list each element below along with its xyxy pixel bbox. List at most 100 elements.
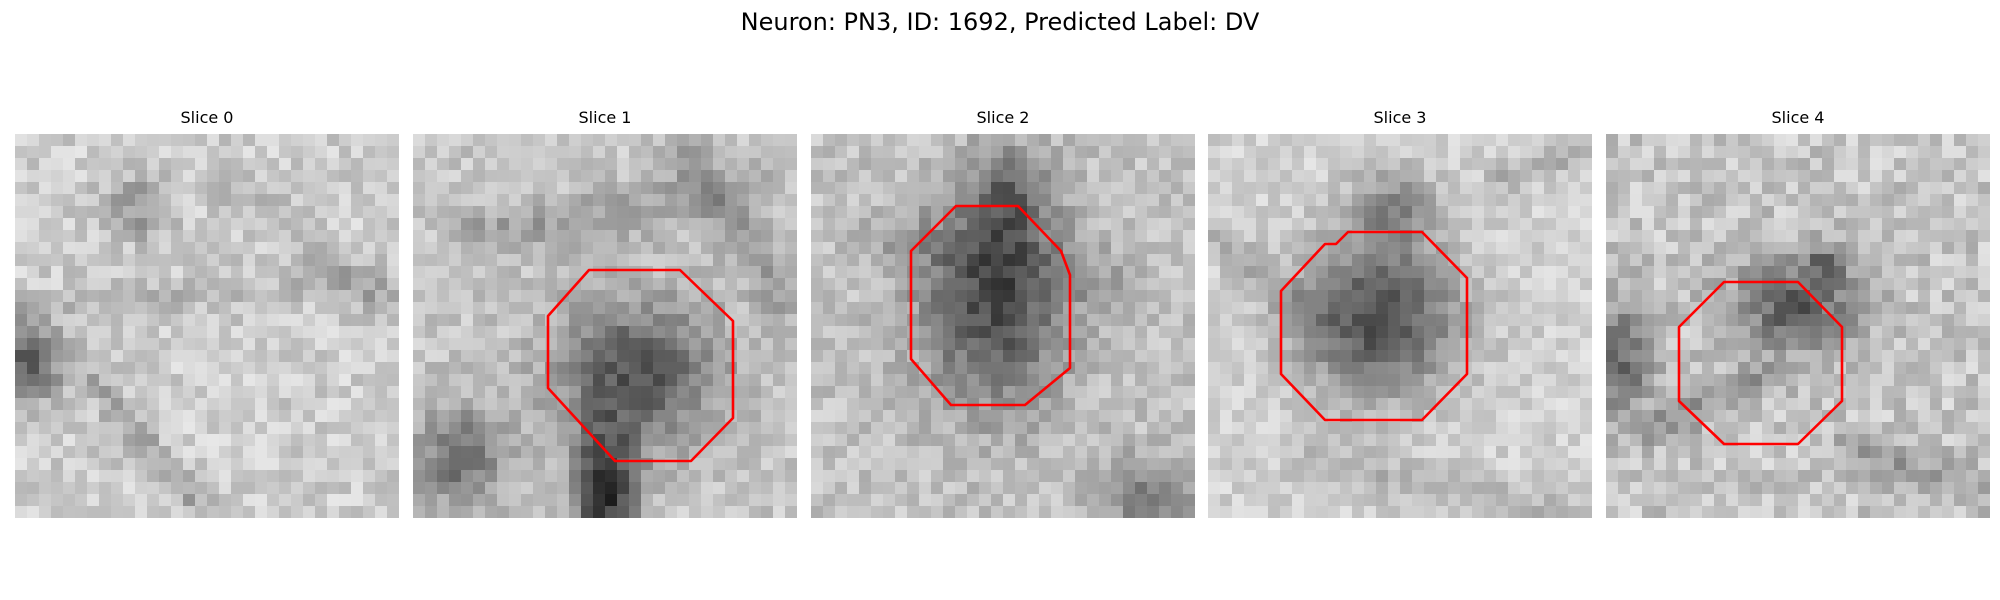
image-pixel [1858,326,1870,338]
image-pixel [1256,482,1268,494]
image-pixel [1051,398,1063,410]
image-pixel [557,338,569,350]
image-pixel [147,362,159,374]
image-pixel [509,350,521,362]
image-pixel [39,350,51,362]
image-pixel [1630,170,1642,182]
image-pixel [219,146,231,158]
image-pixel [617,206,629,218]
image-pixel [1448,350,1460,362]
image-pixel [219,230,231,242]
image-pixel [569,398,581,410]
image-pixel [425,182,437,194]
image-pixel [1424,134,1436,146]
image-pixel [473,206,485,218]
image-pixel [1630,182,1642,194]
image-pixel [1894,230,1906,242]
image-pixel [677,398,689,410]
image-pixel [303,230,315,242]
image-pixel [1544,434,1556,446]
image-pixel [1111,314,1123,326]
image-pixel [581,338,593,350]
image-pixel [99,410,111,422]
image-pixel [1858,350,1870,362]
image-pixel [1123,374,1135,386]
image-pixel [1822,254,1834,266]
image-pixel [919,326,931,338]
image-pixel [207,506,219,518]
image-pixel [653,434,665,446]
image-pixel [1918,302,1930,314]
image-pixel [1328,182,1340,194]
image-pixel [1606,278,1618,290]
image-pixel [569,242,581,254]
image-pixel [135,230,147,242]
image-pixel [1111,398,1123,410]
image-pixel [1930,278,1942,290]
image-pixel [737,446,749,458]
image-pixel [859,374,871,386]
image-pixel [111,422,123,434]
image-pixel [967,146,979,158]
image-pixel [1714,338,1726,350]
image-pixel [1532,170,1544,182]
image-pixel [63,314,75,326]
image-pixel [713,182,725,194]
image-pixel [473,506,485,518]
image-pixel [955,506,967,518]
image-pixel [1123,194,1135,206]
image-pixel [895,302,907,314]
image-pixel [461,374,473,386]
image-pixel [1376,146,1388,158]
image-pixel [351,278,363,290]
image-pixel [835,158,847,170]
image-pixel [315,290,327,302]
image-pixel [1714,314,1726,326]
image-pixel [339,326,351,338]
image-pixel [617,386,629,398]
image-pixel [979,290,991,302]
image-pixel [569,482,581,494]
image-pixel [1208,350,1220,362]
image-pixel [1147,170,1159,182]
image-pixel [1544,206,1556,218]
image-pixel [1496,314,1508,326]
image-pixel [1063,434,1075,446]
image-pixel [1606,398,1618,410]
image-pixel [521,350,533,362]
image-pixel [1051,386,1063,398]
image-pixel [1726,230,1738,242]
image-pixel [1666,158,1678,170]
image-pixel [919,314,931,326]
image-pixel [1618,422,1630,434]
image-pixel [1930,362,1942,374]
image-pixel [629,338,641,350]
image-pixel [1099,290,1111,302]
image-pixel [967,302,979,314]
image-pixel [123,446,135,458]
image-pixel [425,446,437,458]
image-pixel [1810,254,1822,266]
image-pixel [1039,470,1051,482]
image-pixel [413,506,425,518]
image-pixel [749,422,761,434]
image-pixel [1183,158,1195,170]
image-pixel [1798,158,1810,170]
image-pixel [1496,170,1508,182]
image-pixel [351,470,363,482]
image-pixel [1556,326,1568,338]
image-pixel [605,170,617,182]
image-pixel [617,362,629,374]
image-pixel [871,230,883,242]
image-pixel [1930,398,1942,410]
image-pixel [569,386,581,398]
image-pixel [955,206,967,218]
image-pixel [291,446,303,458]
image-pixel [1159,410,1171,422]
image-pixel [1232,290,1244,302]
image-pixel [545,434,557,446]
image-pixel [219,338,231,350]
image-pixel [1496,446,1508,458]
image-pixel [351,422,363,434]
image-pixel [413,194,425,206]
